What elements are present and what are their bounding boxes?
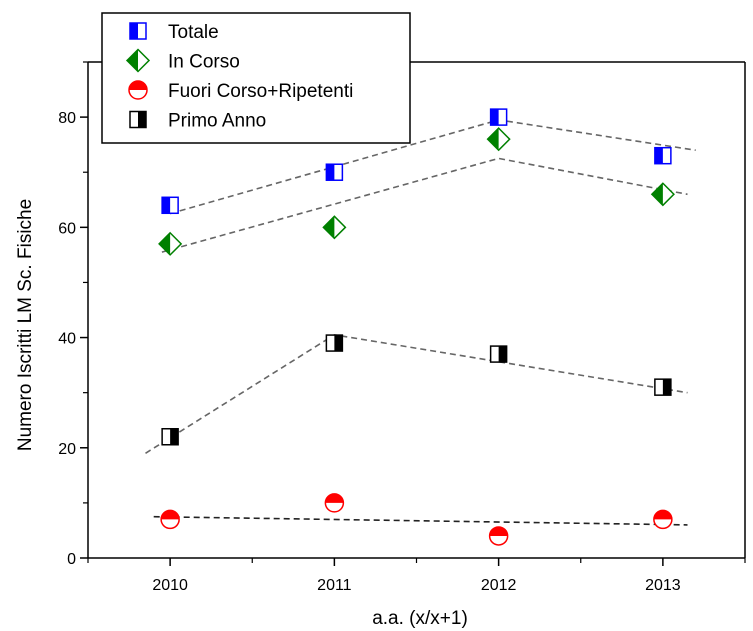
trend-line [161,157,688,253]
legend: Totale In Corso Fuori Corso+Ripetenti Primo… [101,12,411,144]
data-point [322,215,347,240]
tick-labels: 2010 2011 2012 2013 0 20 40 60 80 [58,110,681,594]
legend-marker [125,48,151,73]
data-point [654,378,672,396]
legend-box [101,12,411,144]
y-tick-label: 60 [58,220,76,237]
data-point [650,182,675,207]
data-point [653,509,673,530]
legend-label: Fuori Corso+Ripetenti [168,81,353,102]
x-tick-label: 2010 [152,577,188,594]
legend-marker [129,22,147,40]
data-point [325,163,344,181]
y-tick-label: 20 [58,441,76,458]
data-point [160,509,180,530]
y-tick-label: 80 [58,110,76,127]
data-point [158,231,183,256]
x-tick-label: 2013 [645,577,681,594]
data-point [161,196,179,215]
data-point [486,127,511,152]
data-point [488,526,509,546]
legend-label: In Corso [168,52,240,73]
data-point [654,146,672,165]
legend-marker [129,110,147,129]
legend-label: Totale [168,22,219,43]
data-point [489,345,508,363]
x-tick-label: 2011 [317,577,352,594]
trend-lines [145,119,696,526]
legend-label: Primo Anno [168,111,266,132]
data-point [325,334,344,352]
x-tick-label: 2012 [481,577,517,594]
data-point [489,108,508,126]
trend-line [145,333,688,454]
data-point [161,428,179,446]
data-point [324,493,345,513]
trend-line [153,515,688,526]
x-axis-label: a.a. (x/x+1) [372,608,468,629]
data-points [158,108,675,546]
legend-marker [128,80,148,100]
y-tick-label: 0 [67,551,76,568]
y-axis-label: Numero Iscritti LM Sc. Fisiche [15,199,36,451]
y-tick-label: 40 [58,331,76,348]
